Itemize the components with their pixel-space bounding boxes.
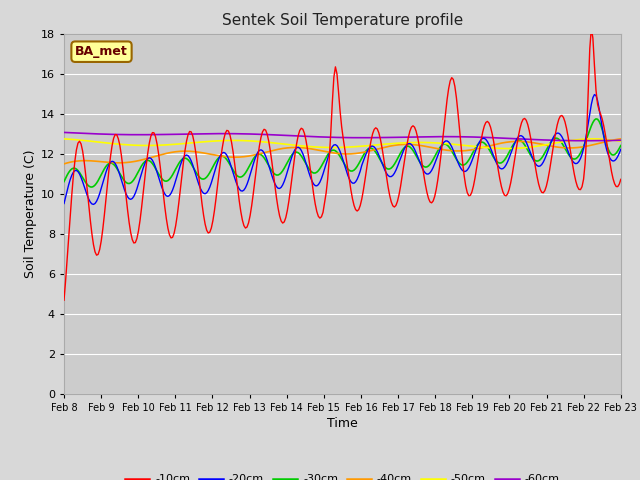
Bar (64, 0, 621, 394)
Y-axis label: Soil Temperature (C): Soil Temperature (C) (24, 149, 36, 278)
Legend: -10cm, -20cm, -30cm, -40cm, -50cm, -60cm: -10cm, -20cm, -30cm, -40cm, -50cm, -60cm (120, 470, 564, 480)
X-axis label: Time: Time (327, 417, 358, 430)
Text: BA_met: BA_met (75, 45, 128, 58)
Title: Sentek Soil Temperature profile: Sentek Soil Temperature profile (222, 13, 463, 28)
